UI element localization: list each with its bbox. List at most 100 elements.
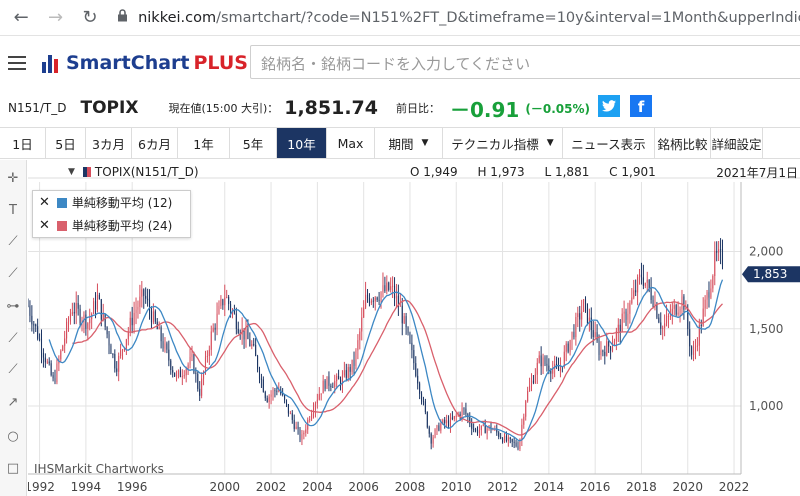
candle-body [525, 401, 527, 417]
candle-body [181, 376, 183, 378]
candle-body [206, 356, 208, 358]
candle-body [390, 286, 392, 290]
candle-body [162, 341, 164, 349]
candle-body [285, 399, 288, 404]
candle-body [544, 357, 546, 364]
x-tick-label: 2022 [719, 480, 750, 494]
price-change-percent: (－0.05%) [525, 101, 590, 116]
candle-body [52, 375, 54, 379]
candle-body [216, 313, 218, 330]
period-tab[interactable]: Max [327, 128, 375, 158]
polyline-tool-icon[interactable]: ⟋ [8, 361, 18, 377]
address-bar[interactable]: nikkei.com/smartchart/?code=N151%2FT_D&t… [117, 9, 800, 26]
candle-body [361, 317, 363, 332]
legend-item-sma12[interactable]: ✕ 単純移動平均 (12) [33, 191, 190, 214]
candle-body [446, 420, 448, 424]
candle-body [64, 338, 66, 346]
remove-indicator-icon[interactable]: ✕ [39, 195, 50, 210]
collapse-icon[interactable]: ▼ [68, 167, 75, 177]
candle-body [322, 380, 324, 394]
series-header[interactable]: ▼ TOPIX(N151/T_D) [68, 165, 199, 179]
candle-body [284, 394, 286, 400]
candle-body [606, 341, 608, 356]
period-tab[interactable]: 10年 [277, 128, 327, 158]
candle-body [372, 300, 374, 302]
candle-body [637, 277, 639, 293]
candle-body [54, 378, 56, 382]
facebook-icon[interactable]: f [630, 95, 652, 117]
caret-down-icon: ▼ [546, 138, 554, 148]
high-value: H 1,973 [477, 165, 525, 179]
logo[interactable]: SmartChart PLUS [42, 52, 248, 74]
candle-body [260, 378, 262, 380]
candle-body [546, 363, 548, 366]
horizontal-line-icon[interactable]: ⊶ [6, 298, 20, 314]
candle-body [559, 366, 561, 371]
candle-body [177, 370, 180, 375]
back-icon[interactable]: ← [13, 7, 29, 28]
candle-body [517, 446, 519, 450]
logo-text: SmartChart [66, 52, 190, 74]
candle-body [484, 424, 486, 434]
candle-body [527, 391, 529, 402]
circle-tool-icon[interactable]: ○ [7, 428, 19, 444]
candle-body [569, 339, 571, 352]
candle-body [540, 355, 542, 367]
arrow-tool-icon[interactable]: ↗ [7, 394, 19, 410]
candle-body [621, 313, 623, 333]
chart-area[interactable]: 1992 1994 1996 2000 2002 2004 2006 2008 2010 2012… [28, 160, 800, 496]
legend-label: 単純移動平均 (24) [71, 219, 173, 233]
candle-body [44, 357, 46, 363]
candle-body [137, 306, 139, 310]
candle-body [251, 344, 253, 347]
candle-body [633, 290, 635, 298]
remove-indicator-icon[interactable]: ✕ [39, 218, 50, 233]
reload-icon[interactable]: ↻ [82, 7, 98, 28]
line-tool-icon[interactable]: ⟋ [8, 233, 18, 249]
period-tab[interactable]: 1年 [178, 128, 230, 158]
candle-body [571, 331, 573, 340]
candle-body [702, 308, 704, 326]
candle-body [532, 380, 534, 383]
candle-body [463, 408, 465, 410]
search-input[interactable]: 銘柄名・銘柄コードを入力してください [250, 45, 800, 79]
candle-body [388, 282, 390, 290]
candle-body [203, 371, 205, 379]
current-price-tag [742, 266, 800, 283]
period-tab[interactable]: 銘柄比較 [655, 128, 711, 158]
candle-body [191, 353, 193, 357]
candle-body [683, 296, 685, 310]
ray-tool-icon[interactable]: ⟋ [8, 330, 18, 346]
forward-icon[interactable]: → [47, 7, 64, 28]
period-tab[interactable]: 5日 [46, 128, 86, 158]
candle-body [235, 313, 237, 329]
series-label: TOPIX(N151/T_D) [94, 165, 199, 179]
candle-body [85, 314, 87, 329]
menu-icon[interactable] [8, 52, 26, 74]
text-tool-icon[interactable]: T [9, 202, 17, 218]
candle-body [118, 355, 120, 372]
period-tab[interactable]: ニュース表示 [563, 128, 655, 158]
candle-body [419, 383, 421, 394]
candle-body [108, 334, 110, 346]
candle-body [75, 303, 77, 314]
price-chart[interactable]: 1992 1994 1996 2000 2002 2004 2006 2008 2010 2012… [28, 160, 800, 496]
crosshair-icon[interactable]: ✛ [7, 170, 19, 186]
url-host: nikkei.com [138, 9, 217, 26]
legend-item-sma24[interactable]: ✕ 単純移動平均 (24) [33, 214, 190, 237]
period-tab[interactable]: テクニカル指標 ▼ [443, 128, 563, 158]
period-tab[interactable]: 1日 [0, 128, 46, 158]
period-tab[interactable]: 詳細設定 [711, 128, 763, 158]
candle-body [586, 303, 588, 324]
candle-body [228, 296, 230, 305]
period-tab[interactable]: 6カ月 [132, 128, 178, 158]
candle-body [623, 311, 625, 314]
candle-body [696, 345, 698, 347]
period-tab[interactable]: 5年 [230, 128, 277, 158]
twitter-icon[interactable] [598, 95, 620, 117]
rectangle-tool-icon[interactable]: □ [6, 460, 20, 476]
period-tab[interactable]: 3カ月 [86, 128, 132, 158]
channel-tool-icon[interactable]: ⟋ [8, 265, 18, 281]
period-tab[interactable]: 期間 ▼ [375, 128, 443, 158]
candle-body [149, 300, 151, 311]
